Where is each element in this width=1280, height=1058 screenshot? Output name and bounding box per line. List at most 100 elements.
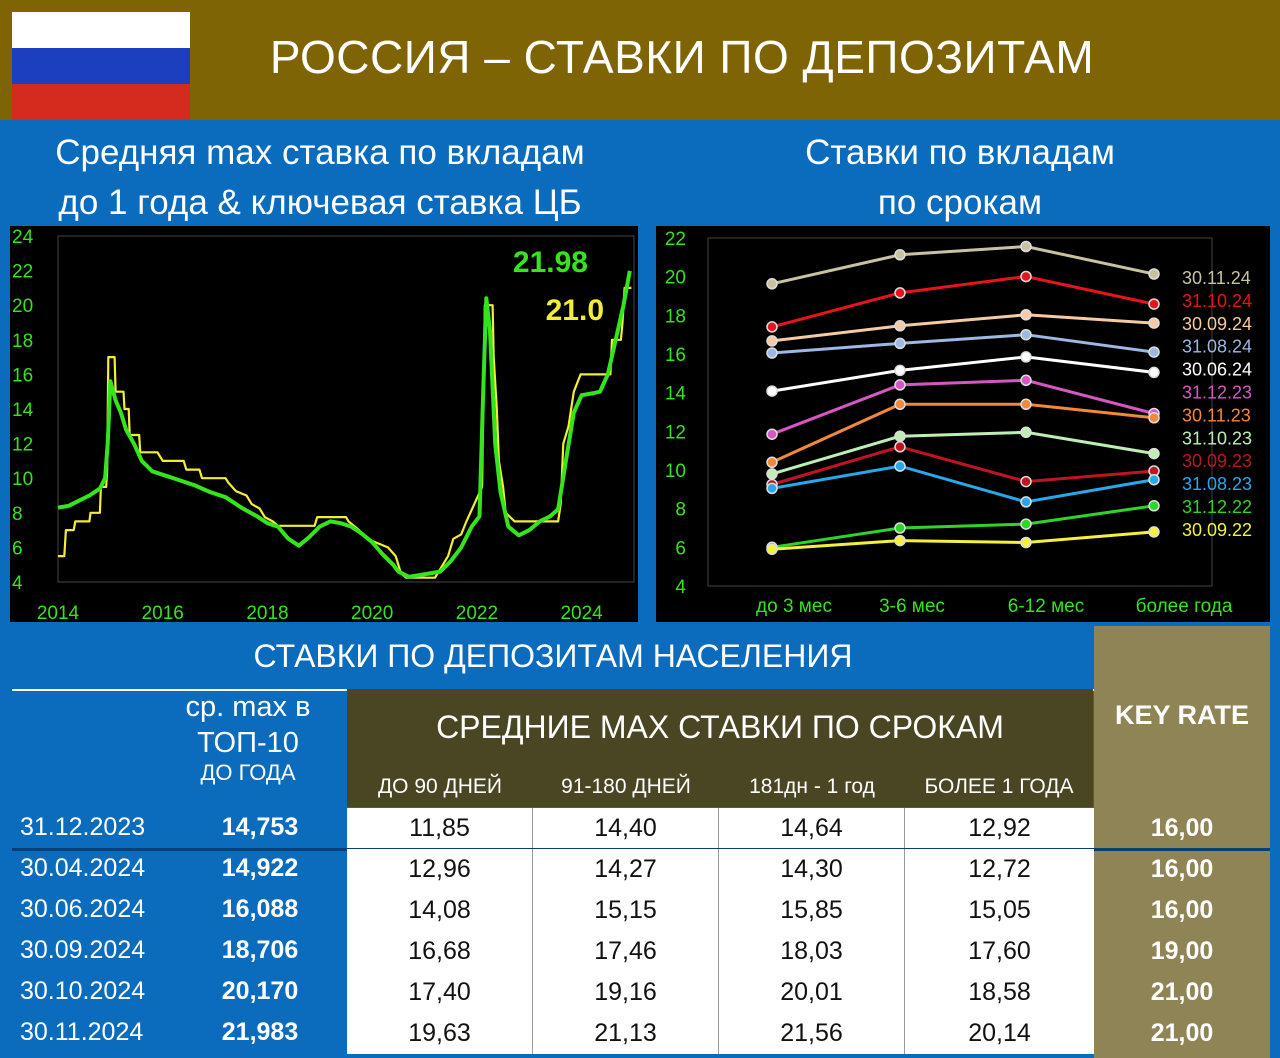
- row-key-rate: 16,00: [1150, 814, 1214, 842]
- series-point: [1148, 447, 1160, 460]
- right-chart-title-line2: по срокам: [877, 183, 1043, 222]
- series-point: [1148, 526, 1160, 538]
- series-point: [1148, 473, 1160, 486]
- x-tick-label: 2018: [246, 603, 288, 622]
- row-term-cell: 14,08: [347, 890, 533, 931]
- legend-label: 30.09.22: [1182, 520, 1252, 540]
- row-date: 30.06.2024: [20, 895, 146, 923]
- x-tick-label: 2014: [37, 603, 80, 622]
- table-row: 30.09.2024 18,706 16,68 17,46 18,03 17,60 19,0…: [12, 931, 1270, 972]
- row-key-rate: 16,00: [1150, 896, 1214, 924]
- series-point: [894, 430, 906, 442]
- y-tick-label: 16: [12, 365, 33, 386]
- flag-stripe-white: [12, 12, 190, 48]
- row-term-cells: 11,85 14,40 14,64 12,92: [347, 808, 1094, 849]
- series-point: [894, 320, 906, 332]
- y-tick-label: 20: [665, 268, 686, 289]
- y-tick-label: 22: [12, 262, 33, 283]
- series-point: [1020, 374, 1032, 387]
- series-point: [894, 287, 906, 299]
- series-point: [894, 364, 906, 377]
- row-term-cell: 15,85: [719, 890, 905, 931]
- x-tick-label: более года: [1136, 596, 1233, 617]
- series-point: [766, 335, 778, 347]
- series-line: [771, 445, 1155, 486]
- term-group-header: СРЕДНИЕ МАХ СТАВКИ ПО СРОКАМ ДО 90 ДНЕЙ …: [347, 689, 1093, 807]
- series-point: [1020, 518, 1032, 530]
- series-point: [1020, 475, 1032, 488]
- series-point: [894, 441, 906, 453]
- series-line: [771, 378, 1155, 436]
- row-term-cell: 21,56: [719, 1013, 905, 1054]
- y-tick-label: 18: [12, 331, 33, 352]
- flag-stripe-red: [12, 84, 190, 120]
- series-point: [894, 249, 906, 261]
- legend-label: 31.08.23: [1182, 474, 1252, 494]
- term-header-over1y: БОЛЕЕ 1 ГОДА: [924, 775, 1074, 798]
- legend-label: 31.12.23: [1182, 383, 1252, 403]
- y-tick-label: 8: [675, 500, 686, 521]
- row-term-cell: 17,40: [347, 972, 533, 1013]
- row-top10-rate: 21,983: [221, 1018, 299, 1046]
- y-tick-label: 8: [12, 504, 23, 525]
- right-chart-title: Ставки по вкладам по срокам: [640, 128, 1280, 228]
- left-chart-title: Средняя max ставка по вкладам до 1 года …: [0, 128, 640, 228]
- series-line: [771, 333, 1155, 355]
- row-term-cell: 19,63: [347, 1013, 533, 1054]
- row-term-cell: 18,58: [968, 978, 1031, 1006]
- row-key-rate: 21,00: [1150, 1019, 1214, 1047]
- series-line: [771, 355, 1155, 393]
- legend-label: 30.11.23: [1182, 405, 1251, 425]
- y-tick-label: 14: [665, 384, 687, 405]
- y-tick-label: 12: [665, 422, 686, 443]
- series-line: [771, 274, 1155, 329]
- y-tick-label: 6: [12, 538, 23, 559]
- series-point: [766, 428, 778, 440]
- row-term-cell: 18,03: [719, 931, 905, 972]
- y-tick-label: 14: [12, 400, 34, 421]
- series-point: [894, 398, 906, 411]
- series-point: [1020, 496, 1032, 508]
- y-tick-label: 10: [12, 469, 33, 490]
- series-point: [894, 460, 906, 472]
- legend-label: 30.11.24: [1182, 268, 1251, 288]
- right-chart-title-line1: Ставки по вкладам: [805, 133, 1115, 172]
- legend-label: 31.10.23: [1182, 428, 1252, 448]
- series-line: [771, 464, 1155, 504]
- row-key-rate: 19,00: [1150, 937, 1214, 965]
- y-tick-label: 16: [665, 345, 686, 366]
- series-point: [766, 456, 778, 469]
- row-term-cell: 15,05: [968, 896, 1031, 924]
- table-row: 30.10.2024 20,170 17,40 19,16 20,01 18,58 21,0…: [12, 972, 1270, 1013]
- row-term-cells: 16,68 17,46 18,03 17,60: [347, 931, 1094, 972]
- x-tick-label: 2022: [456, 603, 498, 622]
- y-tick-label: 24: [12, 227, 34, 248]
- row-term-cell: 20,14: [968, 1019, 1031, 1047]
- series-point: [1148, 298, 1160, 310]
- y-tick-label: 12: [12, 435, 33, 456]
- row-term-cell: 15,15: [533, 890, 719, 931]
- row-term-cells: 17,40 19,16 20,01 18,58: [347, 972, 1094, 1013]
- x-tick-label: 2024: [560, 603, 603, 622]
- series-line: [771, 530, 1155, 551]
- row-term-cell: 12,96: [347, 849, 533, 890]
- row-term-cell: 21,13: [533, 1013, 719, 1054]
- series-point: [1020, 328, 1032, 341]
- legend-label: 31.12.22: [1182, 497, 1252, 517]
- row-term-cell: 14,64: [719, 808, 905, 849]
- series-point: [1020, 398, 1032, 411]
- series-line: [771, 430, 1155, 476]
- series-point: [1148, 317, 1160, 329]
- series-point: [894, 337, 906, 350]
- row-term-cell: 14,40: [533, 808, 719, 849]
- y-tick-label: 18: [665, 306, 686, 327]
- series-point: [766, 468, 778, 480]
- key-rate-column: [1094, 626, 1270, 1058]
- legend-label: 31.08.24: [1182, 337, 1252, 357]
- row-key-rate: 16,00: [1150, 855, 1214, 883]
- row-date: 30.11.2024: [20, 1018, 144, 1046]
- legend-label: 30.06.24: [1182, 360, 1252, 380]
- y-tick-label: 4: [12, 573, 23, 594]
- deposit-rate-label: 21.98: [513, 246, 588, 279]
- top10-header-line2: ТОП-10: [197, 727, 299, 759]
